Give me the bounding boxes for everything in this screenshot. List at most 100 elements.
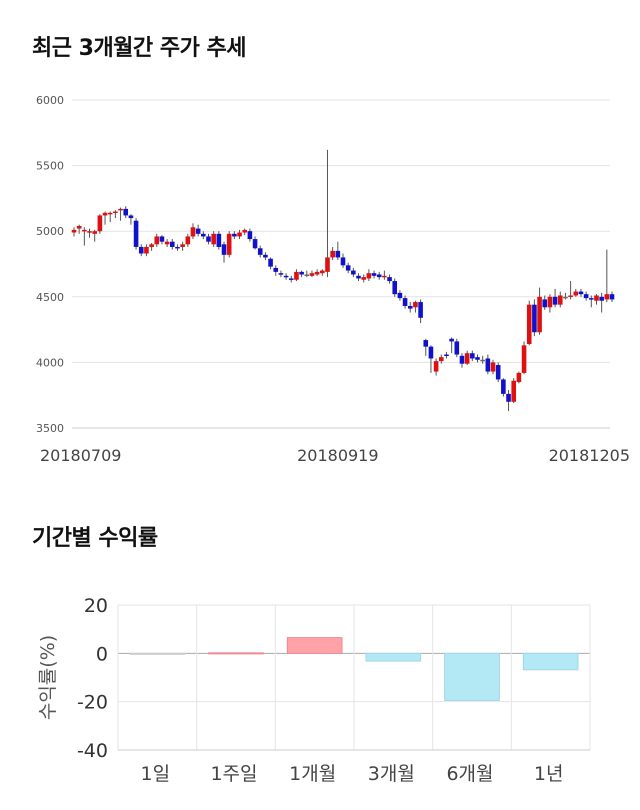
return-bar: [129, 652, 186, 655]
candle-body: [97, 215, 103, 232]
candle-body: [76, 225, 82, 229]
x-tick-label: 6개월: [446, 763, 493, 785]
candle-body: [201, 233, 206, 237]
candle-body: [320, 270, 325, 274]
candle: [257, 245, 263, 258]
candle: [304, 270, 310, 278]
candle-body: [547, 296, 553, 308]
candle-body: [552, 296, 558, 305]
candle-body: [118, 208, 123, 211]
candle-body: [599, 296, 604, 301]
candle-body: [589, 298, 594, 300]
candle-body: [609, 294, 615, 300]
x-tick-label: 20181205: [549, 446, 630, 465]
candle: [278, 270, 284, 278]
candle: [495, 362, 501, 383]
candle: [371, 270, 377, 279]
candle-body: [542, 299, 548, 308]
candle: [226, 231, 232, 258]
candle: [232, 231, 237, 240]
candle: [547, 294, 553, 313]
candle-body: [516, 372, 522, 383]
candle: [382, 270, 387, 280]
candle-body: [485, 358, 491, 372]
candle: [397, 290, 403, 301]
candle: [123, 206, 129, 219]
candle-body: [418, 302, 423, 318]
candle-body: [309, 273, 315, 276]
candle: [428, 345, 434, 373]
candle-body: [511, 380, 517, 402]
candle-body: [480, 359, 485, 362]
candle-body: [501, 379, 506, 394]
candle: [506, 389, 511, 411]
candle: [113, 210, 118, 219]
candle: [356, 273, 361, 282]
candle: [299, 270, 304, 278]
candle: [314, 269, 320, 276]
x-tick-label: 3개월: [368, 763, 415, 785]
candle: [237, 229, 242, 240]
candle-body: [206, 236, 211, 242]
candle-body: [428, 346, 434, 359]
candle: [195, 224, 201, 237]
candle: [138, 244, 144, 257]
candle: [351, 267, 356, 278]
candle-body: [304, 274, 310, 276]
candle: [180, 241, 185, 251]
candle-body: [149, 244, 154, 247]
candle: [201, 231, 206, 240]
candle-body: [537, 296, 542, 333]
candle-body: [154, 236, 160, 245]
candle-body: [325, 257, 330, 272]
candle-body: [335, 250, 341, 258]
candle-body: [521, 345, 527, 373]
candle: [361, 274, 366, 283]
candle-body: [164, 241, 170, 245]
candle-body: [299, 271, 304, 275]
candle-body: [392, 281, 398, 295]
candle: [87, 228, 92, 238]
candle-body: [263, 254, 268, 258]
return-bar: [365, 652, 422, 662]
candle: [376, 271, 382, 280]
candle: [97, 214, 103, 234]
return-bar: [286, 637, 343, 654]
y-tick-label: 5500: [36, 160, 64, 173]
candle: [578, 288, 584, 297]
candle-body: [107, 212, 113, 215]
candle-body: [175, 246, 180, 249]
candle: [309, 270, 315, 278]
x-tick-label: 1년: [534, 763, 564, 785]
candle: [118, 207, 123, 221]
candle-body: [573, 291, 579, 296]
candle-body: [433, 361, 439, 372]
candle: [149, 243, 154, 251]
candle: [169, 239, 175, 250]
candle-body: [397, 292, 403, 299]
candle: [542, 295, 548, 310]
y-tick-label: 4500: [36, 291, 64, 304]
candle: [470, 350, 475, 362]
candle: [490, 359, 496, 375]
candle-body: [506, 393, 511, 402]
candle: [433, 358, 439, 376]
y-tick-label: 5000: [36, 225, 64, 238]
candle-body: [278, 273, 284, 275]
candle-body: [490, 362, 496, 372]
candle-body: [361, 277, 366, 280]
y-axis-label: 수익률(%): [37, 635, 59, 720]
candle: [475, 354, 480, 363]
y-tick-label: 4000: [36, 356, 64, 369]
candle: [216, 231, 222, 250]
candle-body: [464, 353, 470, 364]
candle-body: [242, 229, 248, 233]
candle-body: [169, 241, 175, 247]
candle: [563, 292, 568, 300]
candle-body: [92, 231, 97, 234]
candle: [366, 269, 372, 282]
candle: [557, 291, 563, 308]
candle: [501, 378, 506, 397]
candle: [583, 291, 589, 301]
candle: [325, 149, 330, 278]
